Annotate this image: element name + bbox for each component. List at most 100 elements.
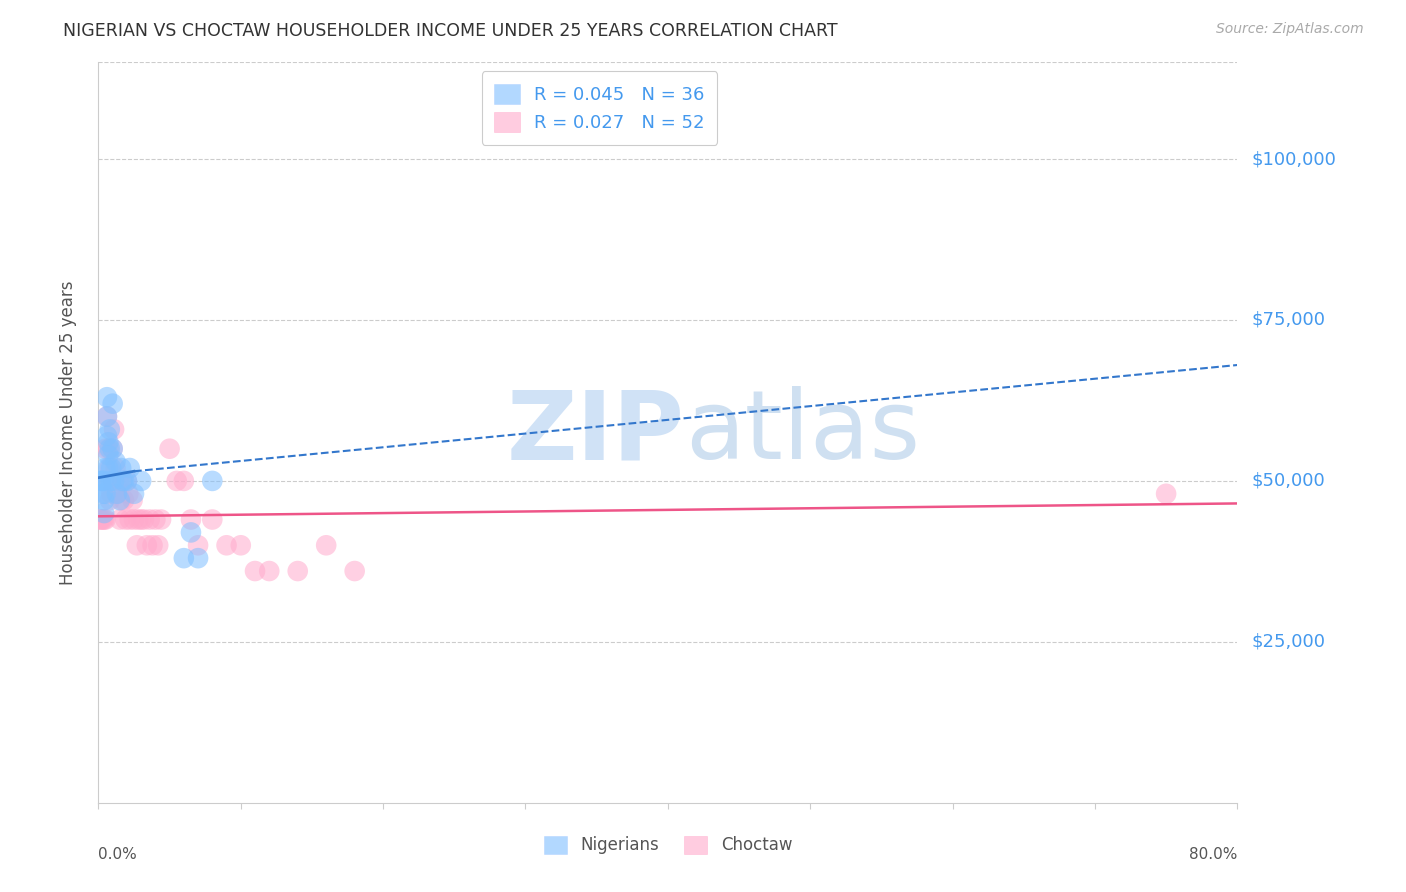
Point: [96, 409, 118, 424]
Point: [103, 422, 125, 436]
Point: [101, 442, 124, 456]
Point: [129, 512, 152, 526]
Point: [105, 487, 128, 501]
Text: $50,000: $50,000: [1251, 472, 1324, 490]
Point: [97, 442, 120, 456]
Point: [93, 506, 115, 520]
Point: [141, 538, 163, 552]
Point: [135, 538, 157, 552]
Point: [121, 493, 143, 508]
Point: [97, 435, 120, 450]
Text: $75,000: $75,000: [1251, 311, 1326, 329]
Text: Source: ZipAtlas.com: Source: ZipAtlas.com: [1216, 22, 1364, 37]
Point: [96, 390, 118, 404]
Point: [173, 474, 195, 488]
Point: [259, 564, 281, 578]
Point: [90, 474, 112, 488]
Point: [122, 512, 145, 526]
Point: [98, 461, 121, 475]
Text: $100,000: $100,000: [1251, 150, 1336, 168]
Point: [114, 512, 136, 526]
Point: [112, 493, 135, 508]
Point: [98, 493, 121, 508]
Point: [118, 512, 141, 526]
Point: [180, 512, 202, 526]
Point: [287, 564, 309, 578]
Text: atlas: atlas: [685, 386, 920, 479]
Point: [148, 538, 170, 552]
Point: [166, 474, 188, 488]
Point: [180, 525, 202, 540]
Point: [94, 461, 117, 475]
Point: [115, 474, 138, 488]
Point: [100, 461, 122, 475]
Text: NIGERIAN VS CHOCTAW HOUSEHOLDER INCOME UNDER 25 YEARS CORRELATION CHART: NIGERIAN VS CHOCTAW HOUSEHOLDER INCOME U…: [63, 22, 838, 40]
Point: [90, 512, 112, 526]
Point: [125, 538, 148, 552]
Y-axis label: Householder Income Under 25 years: Householder Income Under 25 years: [59, 280, 77, 585]
Point: [93, 512, 115, 526]
Point: [243, 564, 266, 578]
Point: [96, 409, 118, 424]
Point: [97, 448, 120, 462]
Point: [111, 474, 134, 488]
Point: [127, 512, 149, 526]
Point: [229, 538, 252, 552]
Point: [145, 512, 167, 526]
Point: [173, 551, 195, 566]
Point: [1154, 487, 1177, 501]
Point: [159, 442, 181, 456]
Point: [122, 487, 145, 501]
Point: [115, 474, 138, 488]
Point: [138, 512, 160, 526]
Legend: Nigerians, Choctaw: Nigerians, Choctaw: [537, 829, 799, 861]
Point: [98, 422, 121, 436]
Point: [129, 474, 152, 488]
Point: [110, 493, 132, 508]
Point: [98, 442, 121, 456]
Point: [117, 487, 139, 501]
Point: [201, 474, 224, 488]
Point: [104, 461, 127, 475]
Text: ZIP: ZIP: [508, 386, 685, 479]
Point: [100, 474, 122, 488]
Point: [101, 474, 124, 488]
Point: [94, 487, 117, 501]
Point: [91, 474, 114, 488]
Point: [132, 512, 155, 526]
Point: [97, 461, 120, 475]
Point: [96, 429, 118, 443]
Point: [93, 474, 115, 488]
Point: [108, 512, 131, 526]
Point: [150, 512, 173, 526]
Point: [112, 474, 135, 488]
Point: [94, 512, 117, 526]
Point: [108, 493, 131, 508]
Text: 0.0%: 0.0%: [98, 847, 138, 863]
Point: [215, 538, 238, 552]
Point: [110, 461, 132, 475]
Point: [91, 512, 114, 526]
Point: [101, 442, 124, 456]
Point: [201, 512, 224, 526]
Point: [89, 474, 111, 488]
Point: [118, 461, 141, 475]
Point: [93, 493, 115, 508]
Point: [111, 474, 134, 488]
Point: [187, 551, 209, 566]
Point: [94, 442, 117, 456]
Point: [187, 538, 209, 552]
Point: [91, 487, 114, 501]
Point: [103, 474, 125, 488]
Point: [343, 564, 366, 578]
Text: 80.0%: 80.0%: [1189, 847, 1237, 863]
Point: [104, 454, 127, 468]
Point: [101, 397, 124, 411]
Point: [97, 474, 120, 488]
Point: [100, 487, 122, 501]
Text: $25,000: $25,000: [1251, 632, 1326, 651]
Point: [315, 538, 337, 552]
Point: [107, 474, 129, 488]
Point: [105, 487, 128, 501]
Point: [89, 512, 111, 526]
